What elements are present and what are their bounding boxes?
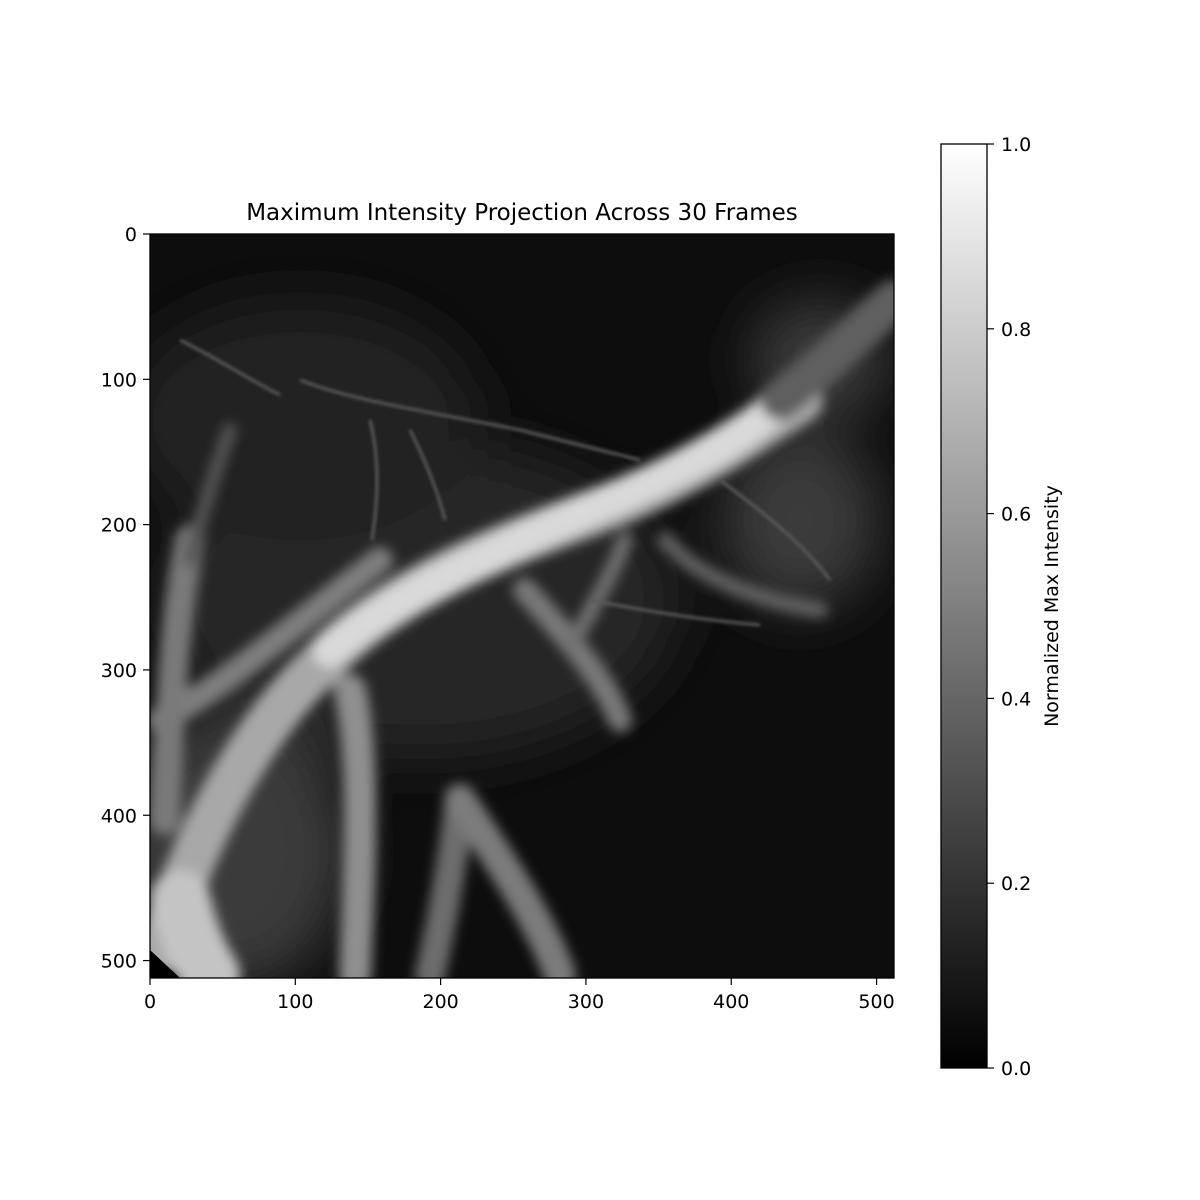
colorbar-label: Normalized Max Intensity (1041, 485, 1063, 727)
y-tick-label: 400 (101, 805, 137, 827)
x-tick-label: 500 (858, 991, 894, 1013)
colorbar-tick-label: 1.0 (1001, 134, 1031, 156)
x-tick-label: 400 (713, 991, 749, 1013)
x-tick-label: 0 (144, 991, 156, 1013)
image-frame (149, 233, 895, 979)
x-tick-label: 100 (277, 991, 313, 1013)
y-tick-label: 500 (101, 951, 137, 973)
y-axis: 0 100 200 300 400 500 (101, 224, 150, 973)
colorbar-tick-label: 0.6 (1001, 504, 1031, 526)
colorbar-tick-label: 0.2 (1001, 873, 1031, 895)
colorbar-axis: 0.0 0.2 0.4 0.6 0.8 1.0 (987, 134, 1031, 1080)
y-tick-label: 200 (101, 515, 137, 537)
colorbar-tick-label: 0.8 (1001, 319, 1031, 341)
y-tick-label: 100 (101, 369, 137, 391)
x-axis: 0 100 200 300 400 500 (144, 978, 895, 1013)
y-tick-label: 300 (101, 660, 137, 682)
chart-title: Maximum Intensity Projection Across 30 F… (246, 200, 798, 226)
heatmap-image (150, 234, 894, 978)
colorbar-tick-label: 0.0 (1001, 1058, 1031, 1080)
colorbar-tick-label: 0.4 (1001, 688, 1031, 710)
colorbar (940, 143, 988, 1069)
x-tick-label: 300 (568, 991, 604, 1013)
y-tick-label: 0 (125, 224, 137, 246)
x-tick-label: 200 (422, 991, 458, 1013)
